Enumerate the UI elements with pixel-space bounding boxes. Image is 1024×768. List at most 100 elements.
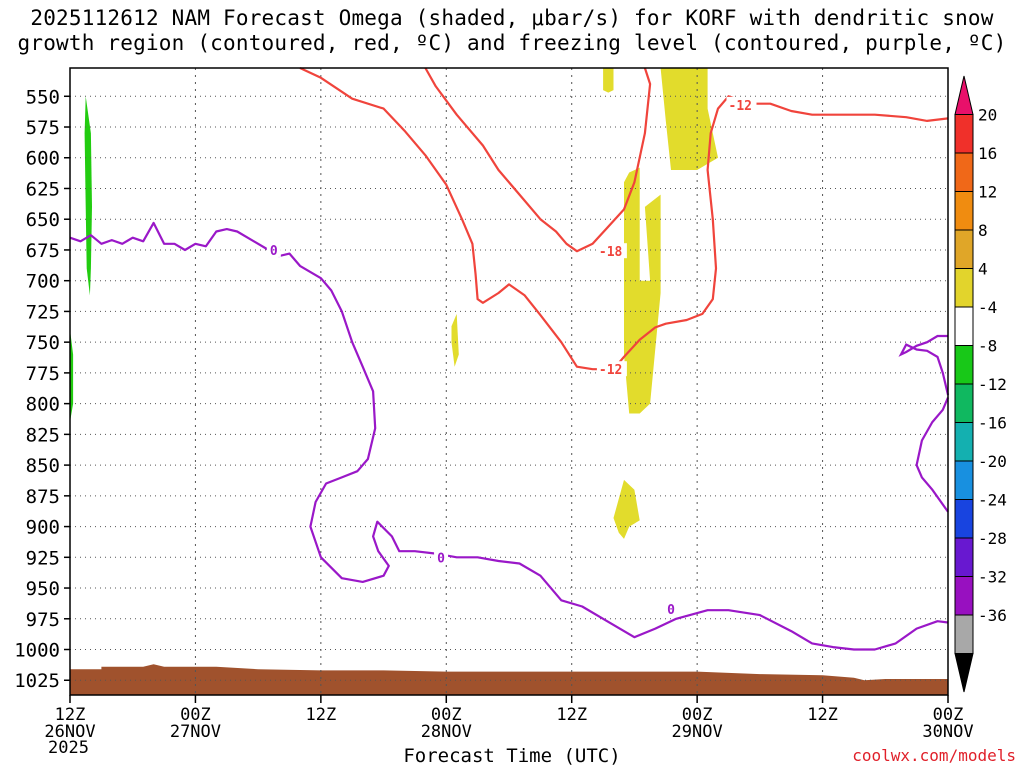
colorbar-label--28: -28 xyxy=(978,529,1007,548)
chart-title-line-1: 2025112612 NAM Forecast Omega (shaded, μ… xyxy=(30,6,994,30)
colorbar-swatch-10 xyxy=(954,460,974,500)
colorbar-swatch-6 xyxy=(954,306,974,346)
colorbar-swatch-7 xyxy=(954,345,974,385)
colorbar-arrow-bottom xyxy=(954,653,974,693)
x-tick-hour-7: 00Z xyxy=(933,705,964,725)
dendritic-contour-a xyxy=(299,67,949,371)
chart-title: 2025112612 NAM Forecast Omega (shaded, μ… xyxy=(0,6,1024,56)
colorbar-swatch-1 xyxy=(954,114,974,154)
colorbar-swatch-2 xyxy=(954,152,974,192)
x-tick-hour-3: 00Z xyxy=(431,705,462,725)
contour-lines: 0 0 0 -12 -18 -12 xyxy=(69,67,950,651)
plot-frame xyxy=(69,67,949,696)
dendritic-label-bg-1 xyxy=(726,96,757,112)
colorbar-swatch-4 xyxy=(954,229,974,269)
colorbar-label--20: -20 xyxy=(978,452,1007,471)
y-tick-label-850: 850 xyxy=(26,455,60,477)
colorbar-label-16: 16 xyxy=(978,144,997,163)
colorbar-swatch-3 xyxy=(954,191,974,231)
x-tick-hour-5: 00Z xyxy=(682,705,713,725)
y-tick-label-775: 775 xyxy=(26,363,60,385)
x-tick-hour-6: 12Z xyxy=(807,705,838,725)
colorbar-swatch-12 xyxy=(954,537,974,577)
colorbar-swatch-13 xyxy=(954,576,974,616)
y-tick-label-650: 650 xyxy=(26,209,60,231)
plot-area xyxy=(70,68,948,695)
x-axis-label: Forecast Time (UTC) xyxy=(403,745,621,767)
y-tick-label-600: 600 xyxy=(26,148,60,170)
y-tick-label-625: 625 xyxy=(26,178,60,200)
freezing-level-label-1: 0 xyxy=(270,244,278,259)
dendritic-label-bg-2 xyxy=(596,243,627,259)
colorbar-arrow-top xyxy=(954,75,974,115)
colorbar-label--16: -16 xyxy=(978,414,1007,433)
omega-yellow-patch-2 xyxy=(660,68,718,170)
colorbar-label--36: -36 xyxy=(978,606,1007,625)
credit-text: coolwx.com/models xyxy=(852,746,1016,765)
chart-title-line-2: growth region (contoured, red, ºC) and f… xyxy=(17,31,1007,55)
colorbar-label-20: 20 xyxy=(978,106,997,125)
terrain-polygon xyxy=(70,664,948,695)
y-tick-label-575: 575 xyxy=(26,117,60,139)
colorbar-swatch-9 xyxy=(954,422,974,462)
plot-background xyxy=(70,68,948,695)
freezing-level-contour xyxy=(69,221,949,651)
y-tick-label-825: 825 xyxy=(26,424,60,446)
dendritic-label-1: -12 xyxy=(729,99,752,114)
colorbar-label--12: -12 xyxy=(978,375,1007,394)
omega-yellow-patch-5 xyxy=(613,479,640,539)
x-tick-hour-2: 12Z xyxy=(305,705,336,725)
plot-border xyxy=(69,67,949,696)
x-tick-hour-0: 12Z xyxy=(55,705,86,725)
y-tick-label-550: 550 xyxy=(26,86,60,108)
y-tick-label-675: 675 xyxy=(26,240,60,262)
colorbar-label--24: -24 xyxy=(978,491,1007,510)
colorbar-swatch-5 xyxy=(954,268,974,308)
y-tick-label-950: 950 xyxy=(26,578,60,600)
y-tick-label-750: 750 xyxy=(26,332,60,354)
freezing-level-contour-right xyxy=(915,397,950,513)
x-tick-date-1: 27NOV xyxy=(170,722,221,742)
colorbar-swatch-14 xyxy=(954,614,974,654)
y-axis: 550 575 600 625 650 675 700 725 750 775 800 825 850 8… xyxy=(14,86,70,692)
y-tick-label-875: 875 xyxy=(26,486,60,508)
year-label: 2025 xyxy=(48,738,89,758)
dendritic-contour-b xyxy=(424,67,652,253)
y-tick-label-900: 900 xyxy=(26,517,60,539)
colorbar-label--8: -8 xyxy=(978,337,997,356)
omega-green-band xyxy=(84,96,92,296)
freezing-label-bg-3 xyxy=(664,600,679,616)
y-tick-label-800: 800 xyxy=(26,394,60,416)
y-tick-label-925: 925 xyxy=(26,547,60,569)
dendritic-label-3: -12 xyxy=(599,363,622,378)
omega-yellow-patch-1 xyxy=(603,68,614,93)
freezing-level-label-2: 0 xyxy=(437,551,445,566)
dendritic-label-2: -18 xyxy=(599,245,623,260)
y-tick-label-1000: 1000 xyxy=(14,640,60,662)
x-tick-hour-4: 12Z xyxy=(556,705,587,725)
colorbar-label--32: -32 xyxy=(978,568,1007,587)
colorbar: 20 16 12 8 4 -4 -8 -12 -16 -20 -24 -28 -32 -36 xyxy=(954,75,1007,693)
freezing-level-contour-right-upper xyxy=(898,334,950,396)
y-tick-label-725: 725 xyxy=(26,301,60,323)
omega-yellow-patch-4 xyxy=(451,313,459,367)
freezing-label-bg-1 xyxy=(266,241,281,257)
x-tick-date-5: 29NOV xyxy=(672,722,723,742)
freezing-label-bg-2 xyxy=(434,549,449,565)
dendritic-label-bg-3 xyxy=(596,361,627,377)
freezing-level-label-3: 0 xyxy=(667,603,675,618)
colorbar-swatch-11 xyxy=(954,499,974,539)
colorbar-label-4: 4 xyxy=(978,260,988,279)
y-tick-label-700: 700 xyxy=(26,271,60,293)
x-tick-date-7: 30NOV xyxy=(922,722,973,742)
x-tick-hour-1: 00Z xyxy=(180,705,211,725)
terrain-fill xyxy=(70,664,948,695)
colorbar-label--4: -4 xyxy=(978,298,997,317)
colorbar-label-8: 8 xyxy=(978,221,988,240)
omega-yellow-patch-3 xyxy=(624,167,661,414)
omega-green-edge xyxy=(70,329,74,423)
y-tick-label-975: 975 xyxy=(26,609,60,631)
colorbar-swatch-8 xyxy=(954,383,974,423)
